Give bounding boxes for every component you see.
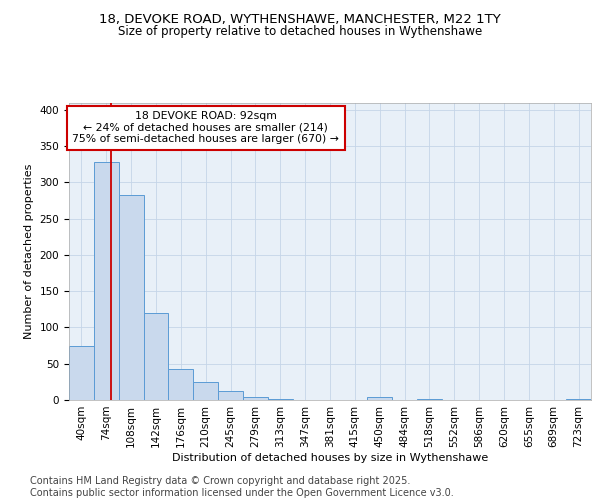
Bar bbox=[367, 397, 392, 400]
Bar bbox=[218, 390, 243, 400]
Text: Contains HM Land Registry data © Crown copyright and database right 2025.
Contai: Contains HM Land Registry data © Crown c… bbox=[30, 476, 454, 498]
Text: 18, DEVOKE ROAD, WYTHENSHAWE, MANCHESTER, M22 1TY: 18, DEVOKE ROAD, WYTHENSHAWE, MANCHESTER… bbox=[99, 12, 501, 26]
Bar bbox=[69, 346, 94, 400]
Bar bbox=[143, 313, 169, 400]
Bar bbox=[243, 397, 268, 400]
X-axis label: Distribution of detached houses by size in Wythenshawe: Distribution of detached houses by size … bbox=[172, 452, 488, 462]
Bar bbox=[119, 194, 143, 400]
Bar bbox=[169, 369, 193, 400]
Text: Size of property relative to detached houses in Wythenshawe: Size of property relative to detached ho… bbox=[118, 25, 482, 38]
Text: 18 DEVOKE ROAD: 92sqm
← 24% of detached houses are smaller (214)
75% of semi-det: 18 DEVOKE ROAD: 92sqm ← 24% of detached … bbox=[72, 111, 339, 144]
Bar bbox=[94, 162, 119, 400]
Y-axis label: Number of detached properties: Number of detached properties bbox=[24, 164, 34, 339]
Bar bbox=[417, 398, 442, 400]
Bar bbox=[193, 382, 218, 400]
